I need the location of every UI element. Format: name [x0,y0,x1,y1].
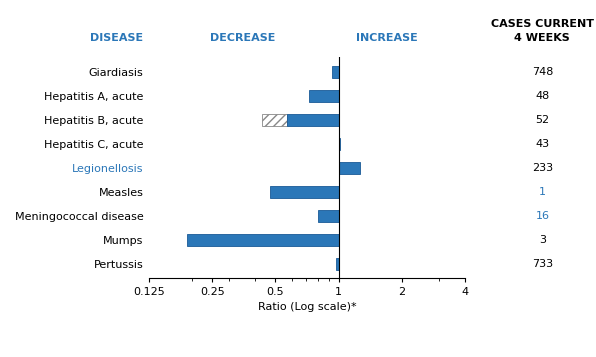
Bar [339,138,340,150]
Bar [336,258,339,270]
Bar [287,114,339,126]
Text: 733: 733 [532,259,553,269]
Text: 1: 1 [539,187,546,197]
Bar [318,210,339,222]
Text: 43: 43 [535,139,550,149]
Bar [339,162,361,174]
Text: 48: 48 [535,91,550,101]
X-axis label: Ratio (Log scale)*: Ratio (Log scale)* [257,302,356,312]
Text: 233: 233 [532,163,553,173]
Text: CASES CURRENT: CASES CURRENT [491,19,594,29]
Bar [262,114,287,126]
Text: DECREASE: DECREASE [210,33,275,43]
Text: 3: 3 [539,235,546,245]
Text: 748: 748 [532,66,553,76]
Bar [187,234,339,246]
Bar [332,66,339,77]
Text: 16: 16 [535,211,550,221]
Text: INCREASE: INCREASE [356,33,418,43]
Bar [309,90,339,102]
Bar [270,186,339,198]
Text: 4 WEEKS: 4 WEEKS [514,33,570,43]
Text: 52: 52 [535,115,550,125]
Text: DISEASE: DISEASE [90,33,143,43]
